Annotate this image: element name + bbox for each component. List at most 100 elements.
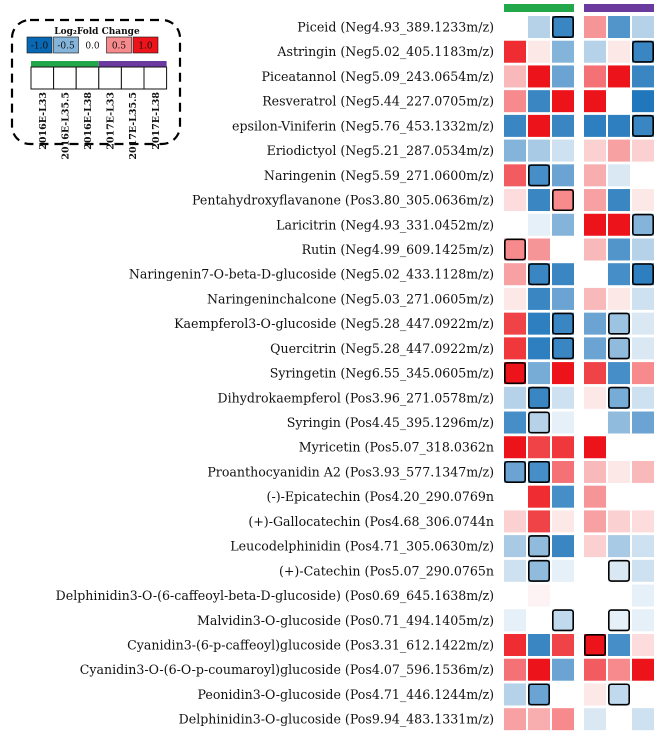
heatmap-cell bbox=[608, 312, 630, 335]
heatmap-outlines bbox=[503, 15, 654, 706]
highlight-outline bbox=[551, 15, 574, 38]
heatmap-cell bbox=[584, 708, 606, 731]
heatmap-cell bbox=[632, 535, 654, 558]
heatmap-cell bbox=[528, 16, 550, 38]
heatmap-cell bbox=[528, 460, 550, 483]
heatmap-cell bbox=[608, 535, 630, 558]
heatmap-cell bbox=[504, 658, 526, 681]
heatmap-cell bbox=[632, 460, 654, 483]
row-label: Malvidin3-O-glucoside (Pos0.71_494.1405m… bbox=[197, 613, 494, 628]
heatmap-cell bbox=[608, 460, 630, 483]
heatmap-cell bbox=[528, 386, 550, 409]
heatmap-cell bbox=[608, 139, 630, 162]
heatmap-cell bbox=[504, 510, 526, 533]
heatmap-cell bbox=[552, 16, 574, 38]
heatmap-cell bbox=[504, 65, 526, 88]
heatmap-cell bbox=[528, 609, 550, 632]
legend: Log₂Fold Change -1.0 -0.5 0.0 0.5 1.0 2016E-L3… bbox=[10, 18, 182, 160]
heatmap-cell bbox=[552, 65, 574, 88]
legend-swatch bbox=[132, 36, 159, 54]
legend-value: 1.0 bbox=[138, 42, 153, 52]
heatmap-cell bbox=[504, 189, 526, 212]
heatmap-cell bbox=[528, 114, 550, 137]
highlight-outline bbox=[631, 40, 654, 63]
row-label: Delphinidin3-O-(6-caffeoyl-beta-D-glucos… bbox=[56, 588, 494, 603]
heatmap-cell bbox=[528, 362, 550, 385]
legend-sample-box bbox=[30, 66, 55, 90]
heatmap-cell bbox=[608, 708, 630, 731]
heatmap-cell bbox=[528, 164, 550, 187]
heatmap-cell bbox=[632, 485, 654, 508]
heatmap-cell bbox=[552, 287, 574, 310]
heatmap-cell bbox=[528, 535, 550, 558]
heatmap-cell bbox=[608, 16, 630, 38]
heatmap-cell bbox=[632, 16, 654, 38]
heatmap-cell bbox=[632, 411, 654, 434]
heatmap-cell bbox=[608, 213, 630, 236]
heatmap-cell bbox=[608, 90, 630, 113]
legend-value: 0.0 bbox=[85, 42, 100, 52]
highlight-outline bbox=[551, 337, 574, 360]
heatmap-cell bbox=[584, 40, 606, 63]
heatmap-cell bbox=[552, 609, 574, 632]
heatmap-cell bbox=[552, 139, 574, 162]
heatmap-cell bbox=[632, 164, 654, 187]
heatmap-cell bbox=[584, 559, 606, 582]
heatmap-cell bbox=[584, 634, 606, 656]
heatmap-cell bbox=[608, 584, 630, 607]
heatmap-cell bbox=[504, 90, 526, 113]
highlight-outline bbox=[527, 683, 550, 706]
row-labels: Piceid (Neg4.93_389.1233m/z) Astringin (N… bbox=[56, 20, 494, 727]
heatmap-cell bbox=[584, 609, 606, 632]
heatmap-cell bbox=[584, 658, 606, 681]
heatmap-cell bbox=[504, 312, 526, 335]
heatmap-cell bbox=[584, 485, 606, 508]
sample-label: 2016E-L38 bbox=[83, 92, 94, 150]
heatmap-cell bbox=[632, 312, 654, 335]
heatmap-cell bbox=[552, 485, 574, 508]
legend-frame bbox=[10, 18, 182, 146]
row-label: (+)-Gallocatechin (Pos4.68_306.0744n bbox=[248, 514, 494, 529]
heatmap-cell bbox=[528, 65, 550, 88]
heatmap-cell bbox=[504, 460, 526, 483]
highlight-outline bbox=[607, 337, 630, 360]
row-label: Syringin (Pos4.45_395.1296m/z) bbox=[287, 415, 494, 430]
highlight-outline bbox=[527, 411, 550, 434]
heatmap-cell bbox=[528, 485, 550, 508]
heatmap-cell bbox=[608, 263, 630, 286]
heatmap-cell bbox=[528, 213, 550, 236]
heatmap-cell bbox=[584, 164, 606, 187]
heatmap-cell bbox=[504, 114, 526, 137]
heatmap-cell bbox=[528, 238, 550, 261]
heatmap-cell bbox=[608, 436, 630, 459]
heatmap-cell bbox=[504, 683, 526, 706]
heatmap-cell bbox=[552, 312, 574, 335]
heatmap-cell bbox=[528, 584, 550, 607]
heatmap-cell bbox=[632, 238, 654, 261]
heatmap-cell bbox=[632, 634, 654, 656]
heatmap-cell bbox=[504, 337, 526, 360]
sample-label: 2017E-L33 bbox=[106, 92, 117, 150]
heatmap-cell bbox=[584, 584, 606, 607]
row-label: (-)-Epicatechin (Pos4.20_290.0769n bbox=[267, 489, 494, 504]
heatmap-cell bbox=[552, 510, 574, 533]
legend-swatch bbox=[80, 37, 105, 53]
heatmap-cell bbox=[552, 164, 574, 187]
heatmap-cell bbox=[632, 263, 654, 286]
heatmap-cell bbox=[504, 411, 526, 434]
heatmap-cell bbox=[632, 683, 654, 706]
heatmap-cell bbox=[528, 189, 550, 212]
heatmap-cell bbox=[608, 559, 630, 582]
heatmap-cell bbox=[552, 460, 574, 483]
highlight-outline bbox=[503, 362, 526, 385]
row-label: Quercitrin (Neg5.28_447.0922m/z) bbox=[270, 341, 494, 356]
heatmap-cell bbox=[584, 16, 606, 38]
row-label: Naringenin (Neg5.59_271.0600m/z) bbox=[264, 168, 494, 183]
heatmap-cell bbox=[528, 312, 550, 335]
heatmap-cell bbox=[528, 510, 550, 533]
heatmap-cell bbox=[528, 40, 550, 63]
heatmap-cell bbox=[608, 683, 630, 706]
heatmap-cell bbox=[608, 238, 630, 261]
heatmap-cell bbox=[528, 90, 550, 113]
